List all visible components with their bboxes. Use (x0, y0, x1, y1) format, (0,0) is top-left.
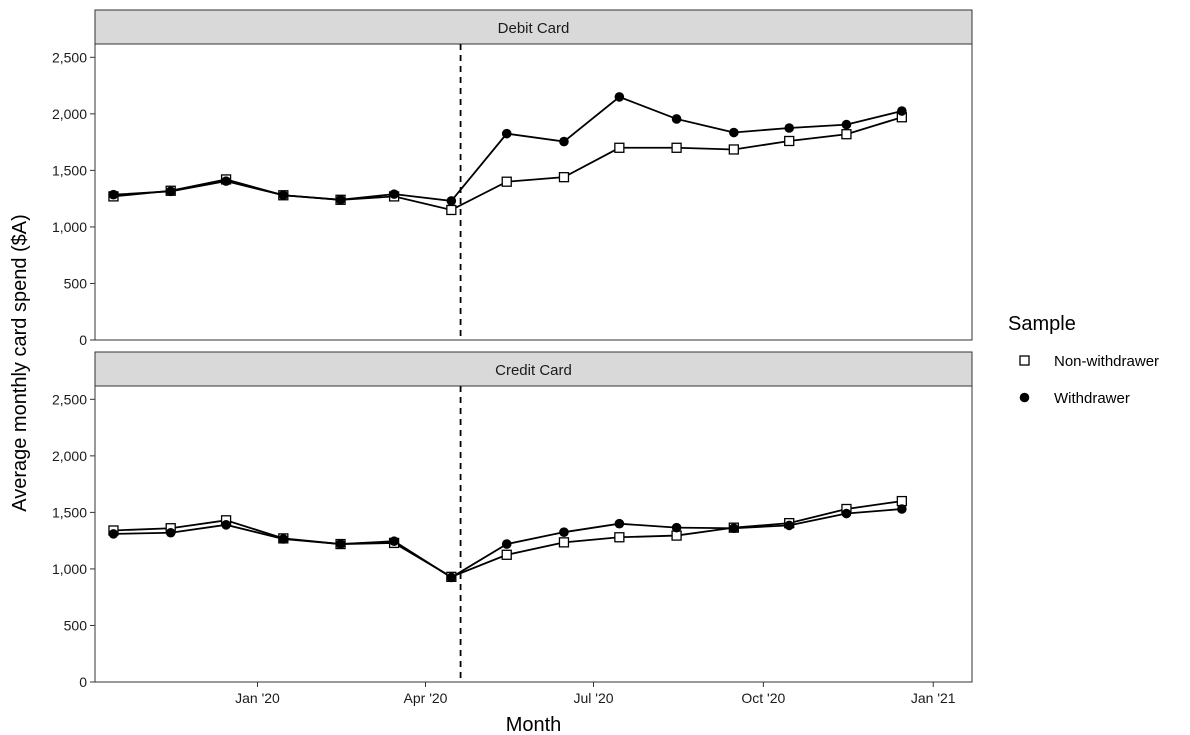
point-withdrawer (784, 520, 795, 531)
point-withdrawer (335, 194, 346, 205)
y-tick-label: 1,000 (52, 561, 87, 577)
plot-area-debit (108, 44, 907, 340)
y-tick-label: 500 (64, 617, 88, 633)
point-withdrawer (501, 539, 512, 549)
x-tick-label: Apr '20 (404, 690, 448, 706)
point-withdrawer (108, 189, 119, 200)
point-withdrawer (221, 520, 231, 530)
point-withdrawer (897, 504, 907, 514)
point-withdrawer (841, 119, 852, 130)
point-withdrawer (446, 196, 457, 206)
point-non-withdrawer (558, 172, 570, 183)
y-tick-label: 2,000 (52, 448, 87, 464)
point-withdrawer (108, 529, 119, 539)
point-non-withdrawer (841, 129, 852, 140)
panel-border-credit (94, 385, 973, 683)
strip-label-credit: Credit Card (495, 362, 572, 379)
panel-credit-card: Credit Card 0 500 1,000 1,500 2,000 2,500 (52, 351, 973, 690)
point-withdrawer (671, 114, 682, 124)
point-withdrawer (221, 176, 231, 186)
point-non-withdrawer (671, 142, 682, 153)
y-tick-label: 500 (64, 275, 88, 291)
point-non-withdrawer (558, 537, 570, 548)
x-tick-label: Jul '20 (573, 690, 613, 706)
point-withdrawer (614, 92, 625, 102)
y-tick-label: 2,000 (52, 106, 87, 122)
strip-background-debit (94, 9, 973, 45)
panel-border-debit (94, 43, 973, 341)
strip-label-debit: Debit Card (498, 20, 570, 37)
point-withdrawer (841, 508, 852, 519)
point-withdrawer (729, 127, 739, 138)
point-non-withdrawer (614, 532, 625, 543)
plot-area-credit (108, 386, 907, 682)
x-tick-label: Jan '21 (911, 690, 956, 706)
legend-key-withdrawer (1019, 392, 1030, 403)
point-withdrawer (278, 190, 289, 201)
legend-key-non-withdrawer (1019, 355, 1030, 366)
legend-title: Sample (1008, 313, 1076, 335)
point-withdrawer (559, 136, 569, 147)
point-withdrawer (446, 572, 457, 583)
y-tick-label: 1,500 (52, 162, 87, 178)
point-withdrawer (389, 536, 399, 547)
x-axis: Jan '20 Apr '20 Jul '20 Oct '20 Jan '21 (235, 682, 956, 706)
point-withdrawer (501, 128, 512, 139)
point-non-withdrawer (728, 144, 739, 155)
point-non-withdrawer (784, 135, 795, 147)
point-withdrawer (389, 189, 399, 199)
legend: Sample Non-withdrawer Withdrawer (1008, 313, 1159, 407)
point-non-withdrawer (501, 549, 512, 560)
point-withdrawer (165, 527, 176, 538)
y-tick-label: 0 (79, 332, 87, 348)
x-axis-title: Month (506, 714, 562, 735)
point-withdrawer (784, 123, 795, 133)
x-tick-label: Jan '20 (235, 690, 280, 706)
y-axis-credit: 0 500 1,000 1,500 2,000 2,500 (52, 391, 95, 690)
y-axis-title: Average monthly card spend ($A) (9, 214, 31, 512)
panel-debit-card: Debit Card 0 500 1,000 1,500 2,000 2,500 (52, 9, 973, 348)
point-withdrawer (335, 539, 346, 549)
point-withdrawer (278, 534, 289, 544)
y-tick-label: 2,500 (52, 391, 87, 407)
legend-label-withdrawer: Withdrawer (1054, 390, 1130, 407)
legend-label-non-withdrawer: Non-withdrawer (1054, 353, 1159, 370)
point-withdrawer (614, 518, 625, 529)
point-withdrawer (671, 522, 682, 533)
point-non-withdrawer (446, 204, 457, 216)
y-tick-label: 0 (79, 674, 87, 690)
x-tick-label: Oct '20 (741, 690, 785, 706)
point-withdrawer (729, 523, 739, 534)
point-non-withdrawer (614, 142, 625, 153)
point-withdrawer (165, 186, 176, 197)
point-withdrawer (897, 106, 907, 116)
y-axis-debit: 0 500 1,000 1,500 2,000 2,500 (52, 49, 95, 348)
y-tick-label: 1,500 (52, 504, 87, 520)
point-non-withdrawer (501, 176, 512, 187)
strip-background-credit (94, 351, 973, 387)
y-tick-label: 1,000 (52, 219, 87, 235)
point-withdrawer (559, 527, 569, 537)
y-tick-label: 2,500 (52, 49, 87, 65)
